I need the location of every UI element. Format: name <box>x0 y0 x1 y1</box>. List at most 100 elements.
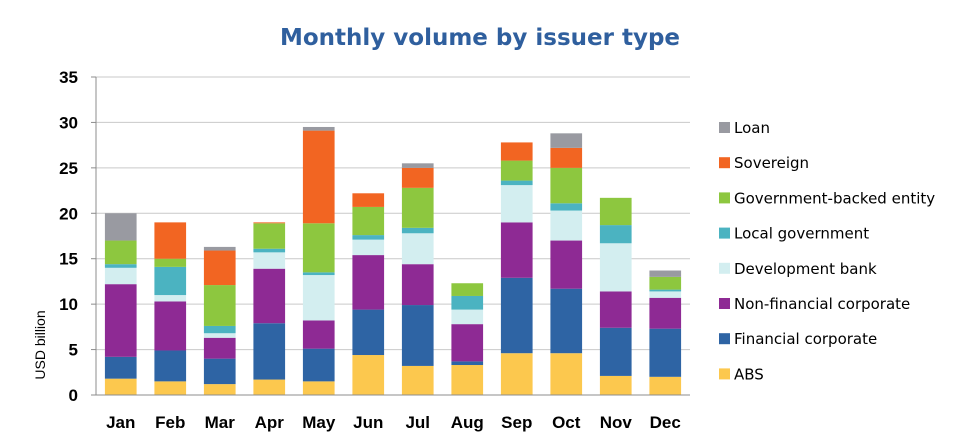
bar-segment <box>154 350 187 382</box>
x-tick-label: Dec <box>650 413 681 432</box>
legend-item: ABS <box>719 365 764 383</box>
bar-segment <box>401 365 434 395</box>
bar-segment <box>253 222 286 224</box>
bar-segment <box>203 246 236 251</box>
bar-segment <box>599 375 632 395</box>
bar-segment <box>451 361 484 366</box>
bar-segment <box>253 223 286 249</box>
bar-segment <box>253 323 286 380</box>
bar-segment <box>401 187 434 228</box>
bar-segment <box>401 305 434 366</box>
bar-segment <box>649 270 682 277</box>
bar-segment <box>500 353 533 395</box>
bar-segment <box>302 348 335 382</box>
legend-swatch <box>719 227 730 239</box>
legend-swatch <box>719 122 730 133</box>
bar-segment <box>154 266 187 296</box>
bar-segment <box>104 240 137 265</box>
legend-swatch <box>719 262 730 274</box>
bar-segment <box>649 328 682 377</box>
bar-segment <box>451 324 484 362</box>
bar-segment <box>550 210 583 241</box>
bar-segment <box>500 277 533 354</box>
bar-segment <box>104 356 137 379</box>
bar-segment <box>203 250 236 286</box>
bar-segment <box>550 167 583 204</box>
legend-label: Local government <box>734 225 869 243</box>
bar-segment <box>500 222 533 278</box>
bar-segment <box>203 285 236 326</box>
bar-segment <box>302 272 335 276</box>
legend-label: Non-financial corporate <box>734 295 910 313</box>
bar-segment <box>500 185 533 223</box>
y-tick-label: 30 <box>59 113 78 132</box>
bar-segment <box>302 130 335 224</box>
legend: Loan Sovereign Government-backed entity Loc… <box>719 119 935 383</box>
axes <box>91 76 690 396</box>
legend-label: ABS <box>734 365 764 383</box>
bar-segment <box>203 333 236 338</box>
y-tick-label: 15 <box>59 250 78 269</box>
bar-segment <box>352 239 385 256</box>
legend-swatch <box>719 298 730 309</box>
legend-swatch <box>719 192 730 204</box>
bar-segment <box>352 255 385 310</box>
bar-segment <box>500 142 533 161</box>
bar-segment <box>253 248 286 253</box>
bar-segment <box>253 268 286 324</box>
bar-segment <box>104 213 137 241</box>
legend-label: Financial corporate <box>734 330 877 348</box>
bar-segment <box>154 381 187 395</box>
bar-segment <box>352 355 385 395</box>
bar-segment <box>104 284 137 357</box>
legend-item: Government-backed entity <box>719 189 935 207</box>
bar-segment <box>500 160 533 181</box>
bar-segment <box>599 327 632 376</box>
bar-segment <box>649 291 682 298</box>
bar-segment <box>154 222 187 259</box>
x-tick-label: Sep <box>501 413 532 432</box>
bar-segment <box>550 203 583 211</box>
bar-segment <box>550 288 583 354</box>
legend-label: Loan <box>734 119 770 137</box>
legend-swatch <box>719 368 730 380</box>
bar-segment <box>401 233 434 265</box>
legend-item: Local government <box>719 225 869 243</box>
legend-item: Loan <box>719 119 770 137</box>
x-tick-label: May <box>302 413 336 432</box>
bar-segment <box>451 309 484 325</box>
bar-segment <box>550 133 583 148</box>
bar-segment <box>649 276 682 290</box>
bars <box>104 126 682 395</box>
bar-segment <box>550 147 583 168</box>
legend-item: Development bank <box>719 260 877 278</box>
bar-segment <box>401 264 434 306</box>
bar-segment <box>599 243 632 292</box>
bar-segment <box>599 225 632 244</box>
legend-swatch <box>719 333 730 345</box>
bar-segment <box>451 295 484 310</box>
bar-segment <box>649 376 682 395</box>
bar-segment <box>401 227 434 234</box>
bar-segment <box>599 197 632 226</box>
bar-segment <box>253 252 286 269</box>
x-tick-label: Jan <box>106 413 135 432</box>
bar-segment <box>500 180 533 186</box>
bar-segment <box>302 320 335 349</box>
bar-segment <box>401 167 434 188</box>
bar-segment <box>649 297 682 329</box>
x-tick-label: Jun <box>353 413 383 432</box>
bar-segment <box>451 365 484 395</box>
bar-segment <box>203 358 236 385</box>
bar-segment <box>352 235 385 240</box>
bar-segment <box>104 264 137 268</box>
x-tick-label: Jul <box>405 413 430 432</box>
bar-segment <box>401 163 434 168</box>
x-tick-label: Apr <box>255 413 285 432</box>
bar-segment <box>203 337 236 359</box>
y-axis-label: USD billion <box>32 310 48 379</box>
y-tick-label: 20 <box>59 204 78 223</box>
bar-segment <box>451 283 484 296</box>
bar-segment <box>253 379 286 395</box>
